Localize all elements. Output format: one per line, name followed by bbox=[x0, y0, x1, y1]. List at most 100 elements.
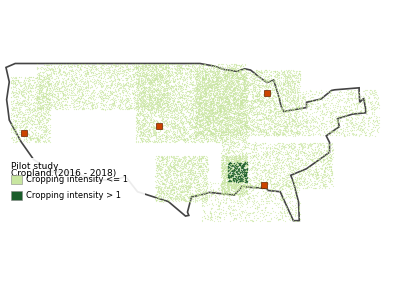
Point bbox=[249, 98, 255, 102]
Point bbox=[212, 97, 218, 101]
Point bbox=[186, 75, 192, 80]
Point bbox=[134, 85, 140, 89]
Point bbox=[94, 104, 101, 109]
Point bbox=[63, 73, 69, 77]
Point bbox=[280, 78, 286, 83]
Point bbox=[123, 77, 130, 82]
Point bbox=[214, 95, 220, 100]
Point bbox=[180, 135, 186, 139]
Point bbox=[200, 84, 206, 88]
Point bbox=[240, 136, 247, 141]
Point bbox=[232, 174, 238, 179]
Point bbox=[306, 114, 312, 118]
Point bbox=[224, 172, 230, 177]
Point bbox=[236, 105, 243, 109]
Point bbox=[242, 157, 248, 162]
Point bbox=[132, 67, 139, 71]
Point bbox=[190, 96, 196, 100]
Point bbox=[196, 121, 203, 125]
Point bbox=[309, 152, 316, 156]
Point bbox=[366, 118, 372, 122]
Point bbox=[190, 177, 197, 182]
Point bbox=[160, 72, 166, 77]
Point bbox=[184, 89, 190, 94]
Point bbox=[148, 89, 154, 94]
Point bbox=[165, 165, 172, 169]
Point bbox=[255, 182, 262, 187]
Point bbox=[206, 125, 212, 129]
Point bbox=[320, 170, 327, 174]
Point bbox=[209, 82, 216, 87]
Point bbox=[43, 67, 49, 72]
Point bbox=[203, 120, 210, 125]
Point bbox=[163, 158, 169, 163]
Point bbox=[157, 100, 164, 104]
Point bbox=[352, 101, 359, 105]
Point bbox=[163, 91, 169, 95]
Point bbox=[237, 107, 244, 111]
Point bbox=[228, 89, 234, 94]
Point bbox=[246, 99, 252, 104]
Point bbox=[200, 125, 206, 130]
Point bbox=[110, 62, 116, 66]
Point bbox=[195, 127, 202, 131]
Point bbox=[222, 191, 228, 196]
Point bbox=[85, 82, 92, 87]
Point bbox=[140, 74, 146, 78]
Point bbox=[278, 75, 284, 80]
Point bbox=[241, 164, 248, 168]
Point bbox=[52, 105, 59, 110]
Point bbox=[182, 64, 188, 69]
Point bbox=[158, 140, 164, 144]
Point bbox=[156, 63, 162, 67]
Point bbox=[232, 154, 238, 159]
Point bbox=[260, 103, 266, 108]
Point bbox=[140, 90, 146, 94]
Point bbox=[214, 69, 221, 74]
Point bbox=[370, 93, 376, 98]
Point bbox=[237, 74, 244, 79]
Point bbox=[217, 98, 224, 102]
Point bbox=[200, 69, 207, 74]
Point bbox=[214, 129, 220, 133]
Point bbox=[166, 80, 172, 84]
Point bbox=[219, 138, 225, 142]
Point bbox=[241, 123, 247, 128]
Point bbox=[29, 107, 36, 111]
Point bbox=[256, 129, 262, 134]
Point bbox=[210, 93, 216, 98]
Point bbox=[142, 93, 148, 98]
Point bbox=[38, 81, 44, 85]
Point bbox=[34, 84, 41, 89]
Point bbox=[239, 169, 245, 173]
Point bbox=[232, 169, 238, 173]
Point bbox=[305, 132, 312, 137]
Point bbox=[200, 92, 207, 96]
Point bbox=[256, 108, 262, 113]
Point bbox=[230, 126, 237, 131]
Point bbox=[141, 104, 147, 108]
Point bbox=[36, 76, 42, 80]
Point bbox=[312, 110, 319, 114]
Point bbox=[220, 84, 226, 88]
Point bbox=[195, 85, 202, 90]
Point bbox=[158, 83, 164, 88]
Point bbox=[290, 73, 296, 78]
Point bbox=[235, 142, 242, 146]
Point bbox=[158, 199, 165, 203]
Point bbox=[229, 171, 235, 176]
Point bbox=[183, 98, 189, 103]
Point bbox=[214, 214, 220, 218]
Point bbox=[203, 118, 210, 122]
Point bbox=[276, 70, 282, 75]
Point bbox=[217, 97, 224, 102]
Point bbox=[212, 84, 218, 89]
Point bbox=[219, 187, 225, 191]
Point bbox=[344, 116, 351, 121]
Point bbox=[199, 121, 205, 125]
Point bbox=[261, 103, 268, 108]
Point bbox=[267, 110, 274, 115]
Point bbox=[188, 168, 194, 172]
Point bbox=[39, 95, 45, 100]
Point bbox=[247, 195, 254, 200]
